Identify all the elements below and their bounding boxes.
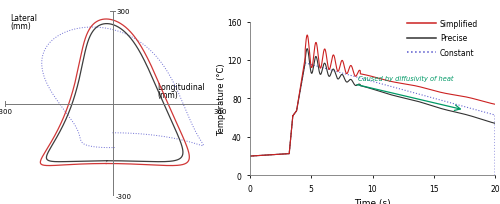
Text: (mm): (mm): [10, 21, 31, 30]
Text: -300: -300: [0, 109, 13, 115]
Text: Lateral: Lateral: [10, 14, 38, 23]
Text: Simplified: Simplified: [440, 20, 478, 29]
Y-axis label: Temperature (°C): Temperature (°C): [217, 63, 226, 135]
Text: (mm): (mm): [158, 90, 178, 99]
Text: Longitudinal: Longitudinal: [158, 83, 205, 92]
Text: -300: -300: [116, 193, 132, 199]
Text: 300: 300: [213, 109, 227, 115]
X-axis label: Time (s): Time (s): [354, 198, 391, 204]
Text: 300: 300: [116, 9, 130, 15]
Text: Caused by diffusivity of heat: Caused by diffusivity of heat: [358, 76, 454, 82]
Text: Precise: Precise: [440, 34, 467, 43]
Text: Constant: Constant: [440, 49, 474, 58]
